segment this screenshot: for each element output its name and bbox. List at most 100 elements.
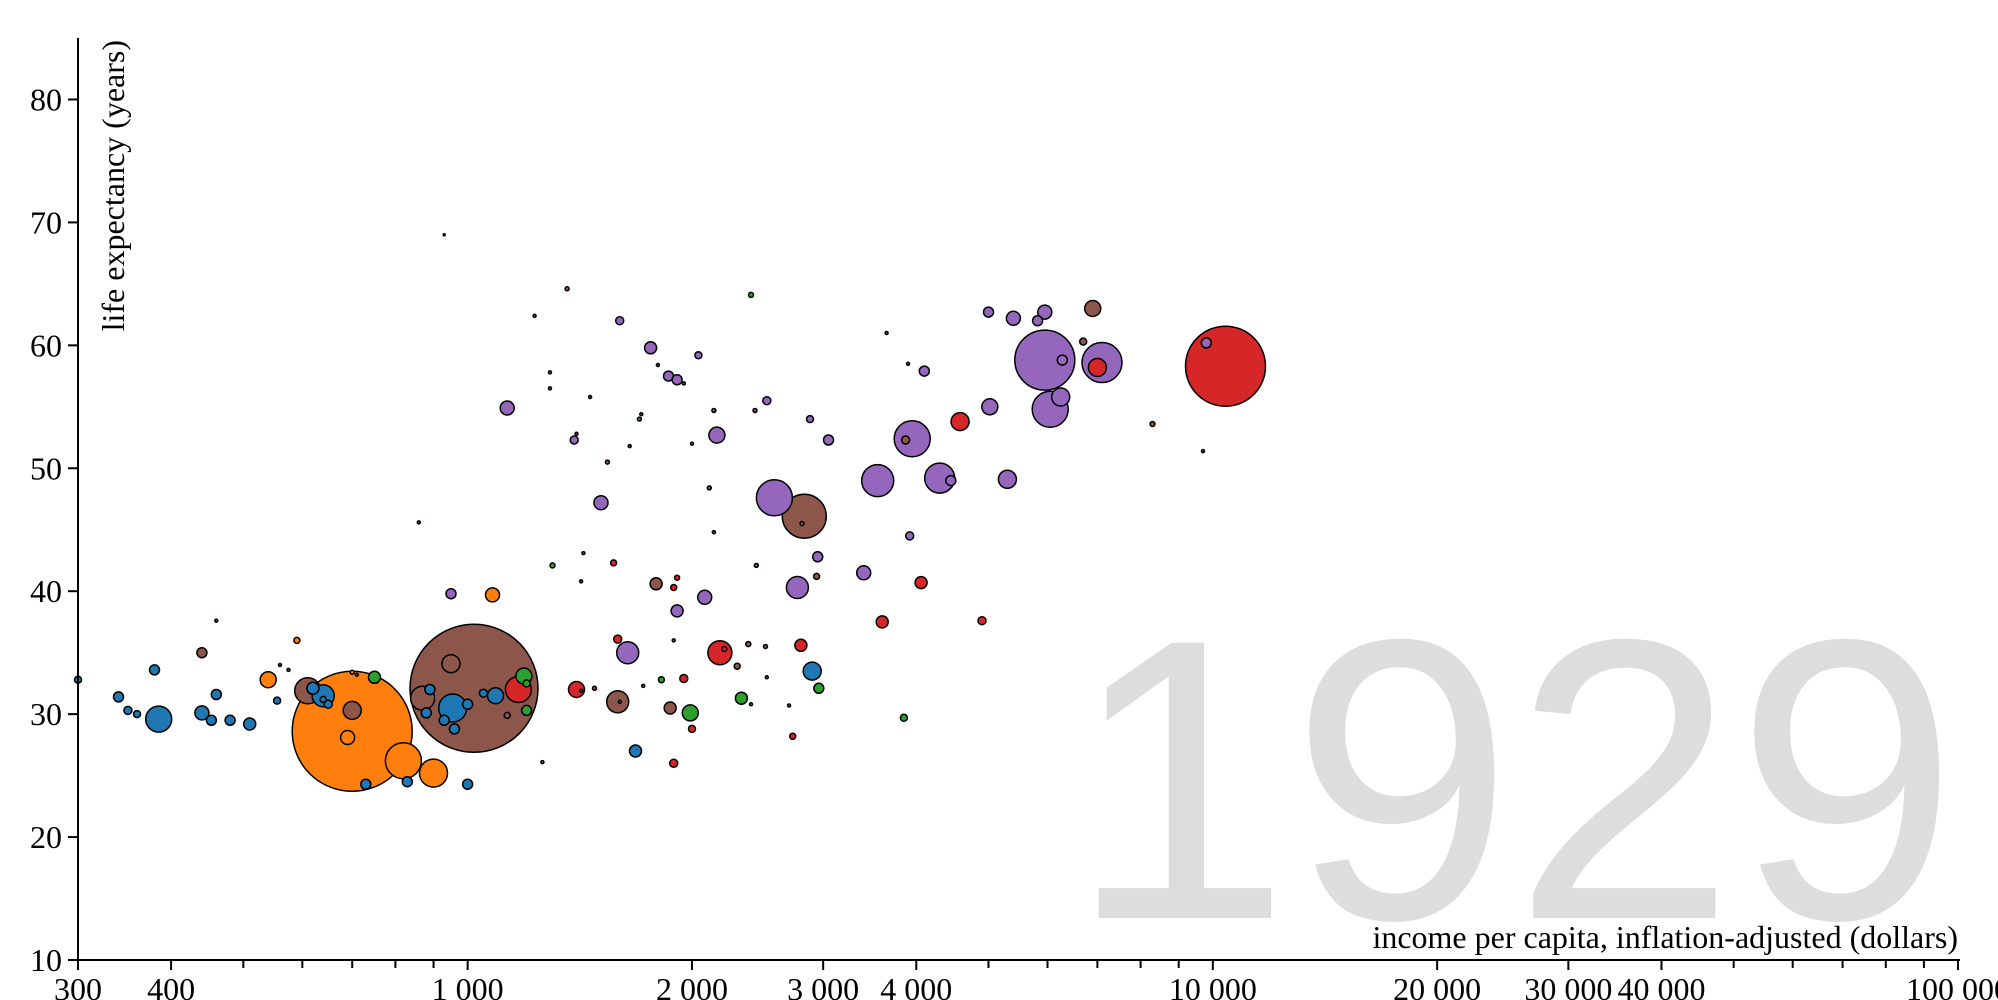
data-point — [418, 758, 449, 788]
data-point — [306, 681, 320, 696]
data-point — [636, 416, 643, 422]
y-axis-title: life expectancy (years) — [95, 40, 131, 331]
data-point — [520, 704, 533, 717]
data-point — [547, 386, 553, 391]
data-point — [904, 531, 915, 541]
x-tick-label: 100 000 — [1906, 971, 1998, 1000]
data-point — [549, 562, 556, 569]
data-point — [461, 698, 474, 711]
data-point — [655, 362, 661, 368]
data-point — [612, 634, 623, 644]
data-point — [617, 699, 622, 705]
x-tick-label: 40 000 — [1617, 971, 1705, 1000]
data-point — [711, 529, 717, 535]
data-point — [144, 705, 173, 733]
data-point — [981, 398, 999, 416]
data-point — [855, 565, 872, 581]
data-point — [112, 691, 125, 703]
data-point — [805, 414, 815, 424]
data-point — [354, 672, 360, 678]
data-point — [567, 680, 586, 699]
data-point — [420, 707, 433, 719]
data-point — [424, 683, 436, 696]
x-tick-label: 300 — [54, 971, 102, 1000]
y-tick-label: 60 — [30, 327, 62, 363]
data-point — [639, 411, 644, 417]
data-point — [1014, 329, 1076, 391]
data-point — [893, 420, 931, 458]
data-point — [748, 702, 754, 707]
data-point — [669, 583, 678, 592]
data-point — [569, 435, 579, 445]
data-point — [762, 643, 769, 650]
x-tick-label: 10 000 — [1169, 971, 1257, 1000]
y-tick-label: 20 — [30, 819, 62, 855]
data-point — [794, 638, 808, 653]
data-point — [753, 562, 760, 569]
data-point — [671, 638, 676, 643]
data-point — [762, 395, 772, 406]
data-point — [734, 691, 749, 705]
data-point — [564, 286, 570, 292]
data-point — [286, 667, 291, 673]
y-tick-label: 10 — [30, 942, 62, 978]
data-point — [1037, 304, 1053, 320]
data-point — [224, 714, 236, 727]
data-point — [627, 443, 632, 449]
x-tick-label: 1 000 — [432, 971, 504, 1000]
data-point — [591, 685, 598, 692]
data-point — [884, 330, 889, 336]
y-axis: 10 20 30 40 50 60 70 80 — [30, 38, 79, 978]
data-point — [132, 709, 142, 719]
data-point — [982, 306, 995, 318]
data-point — [574, 431, 579, 437]
data-point — [668, 758, 679, 769]
data-point — [342, 700, 362, 721]
x-tick-label: 400 — [147, 971, 195, 1000]
data-point — [799, 520, 805, 527]
x-axis: 300 400 1 000 2 000 3 000 4 000 10 000 20 000 30… — [54, 959, 1998, 1000]
data-point — [696, 589, 713, 606]
data-point — [788, 732, 797, 741]
data-point — [764, 675, 770, 680]
data-point — [367, 670, 382, 685]
data-point — [1200, 337, 1213, 349]
x-axis-title: income per capita, inflation-adjusted (d… — [1372, 919, 1958, 955]
data-point — [339, 729, 356, 746]
data-point — [1050, 387, 1071, 407]
data-point — [945, 474, 957, 487]
data-point — [1078, 337, 1088, 346]
data-point — [785, 575, 810, 600]
data-point — [860, 463, 895, 498]
data-point — [752, 407, 758, 414]
data-point — [708, 426, 726, 444]
data-point — [438, 714, 450, 727]
data-point — [643, 341, 658, 355]
data-point — [1031, 314, 1044, 327]
data-point — [1005, 310, 1022, 327]
data-point — [813, 682, 825, 695]
data-point — [503, 711, 511, 720]
data-point — [663, 701, 677, 715]
x-tick-label: 4 000 — [880, 971, 952, 1000]
data-point — [649, 577, 663, 591]
year-label: 1929 — [1068, 556, 1958, 1000]
data-point — [540, 759, 545, 765]
data-point — [604, 459, 611, 465]
data-point — [747, 291, 755, 299]
bubbles-layer — [73, 232, 1267, 793]
data-point — [1200, 448, 1206, 454]
data-point — [657, 675, 666, 684]
data-point — [242, 717, 257, 731]
data-point — [578, 579, 584, 584]
x-tick-label: 2 000 — [656, 971, 728, 1000]
data-point — [609, 559, 618, 567]
data-point — [679, 673, 689, 684]
data-point — [733, 662, 741, 670]
x-tick-label: 3 000 — [787, 971, 859, 1000]
data-point — [875, 615, 889, 629]
data-point — [1056, 354, 1069, 366]
data-point — [478, 688, 489, 698]
data-point — [689, 441, 695, 446]
